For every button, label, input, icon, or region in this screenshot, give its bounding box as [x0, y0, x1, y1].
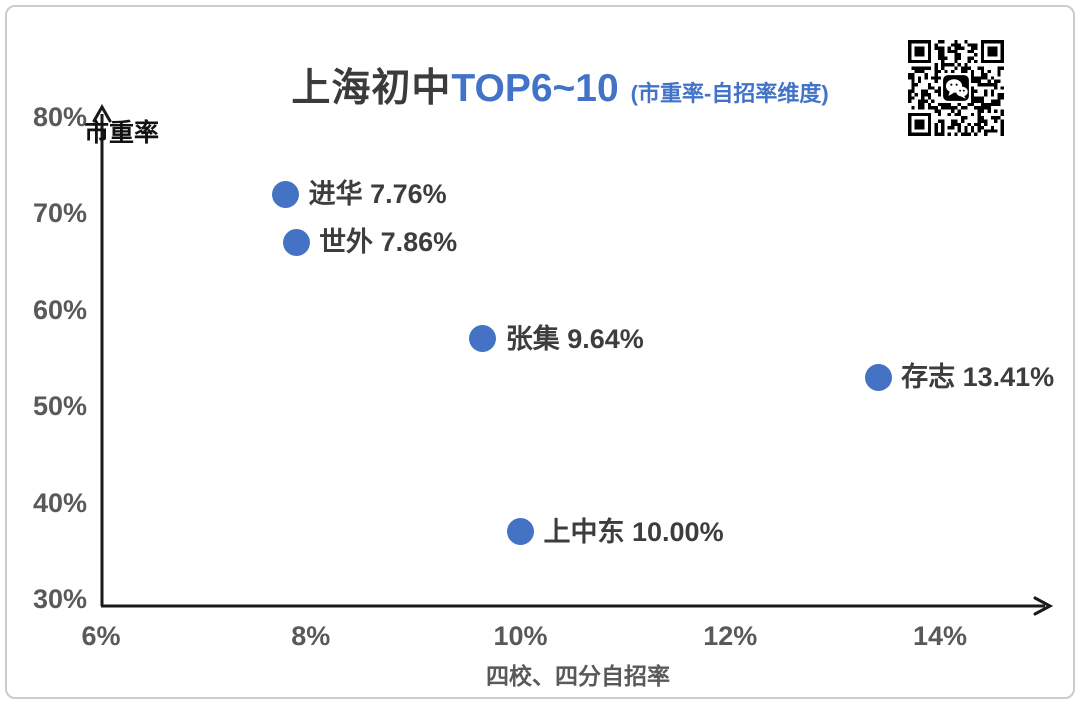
y-tick-label: 70% — [15, 197, 87, 229]
y-axis-title: 市重率 — [84, 113, 159, 149]
data-point-label: 张集 9.64% — [506, 322, 644, 356]
data-point-label: 进华 7.76% — [309, 177, 447, 211]
data-point-dot — [283, 229, 310, 256]
x-tick-label: 6% — [41, 620, 161, 652]
x-axis-title: 四校、四分自招率 — [102, 657, 1054, 691]
chart-card: 上海初中TOP6~10 (市重率-自招率维度) — [5, 5, 1075, 699]
qr-finder-top-right — [981, 40, 1004, 63]
x-tick-label: 14% — [880, 620, 1000, 652]
data-point-dot — [507, 518, 534, 545]
y-tick-label: 80% — [15, 101, 87, 133]
y-tick-label: 40% — [15, 487, 87, 519]
y-tick-label: 30% — [15, 583, 87, 615]
x-tick-label: 8% — [251, 620, 371, 652]
x-tick-label: 10% — [461, 620, 581, 652]
data-point-dot — [865, 364, 892, 391]
y-tick-label: 60% — [15, 294, 87, 326]
chart-title-highlight: TOP6~10 — [451, 67, 618, 110]
data-point-label: 存志 13.41% — [901, 360, 1054, 394]
wechat-qr-code — [908, 40, 1004, 136]
chart-title-main: 上海初中 — [291, 67, 451, 110]
qr-finder-top-left — [908, 40, 931, 63]
y-tick-label: 50% — [15, 390, 87, 422]
qr-finder-bottom-left — [908, 113, 931, 136]
data-point-dot — [469, 325, 496, 352]
x-tick-label: 12% — [670, 620, 790, 652]
x-axis-arrow — [1035, 598, 1050, 614]
data-point-dot — [272, 181, 299, 208]
wechat-icon — [943, 75, 969, 101]
chart-title-subtitle: (市重率-自招率维度) — [631, 81, 829, 106]
data-point-label: 上中东 10.00% — [544, 515, 724, 549]
data-point-label: 世外 7.86% — [319, 225, 457, 259]
